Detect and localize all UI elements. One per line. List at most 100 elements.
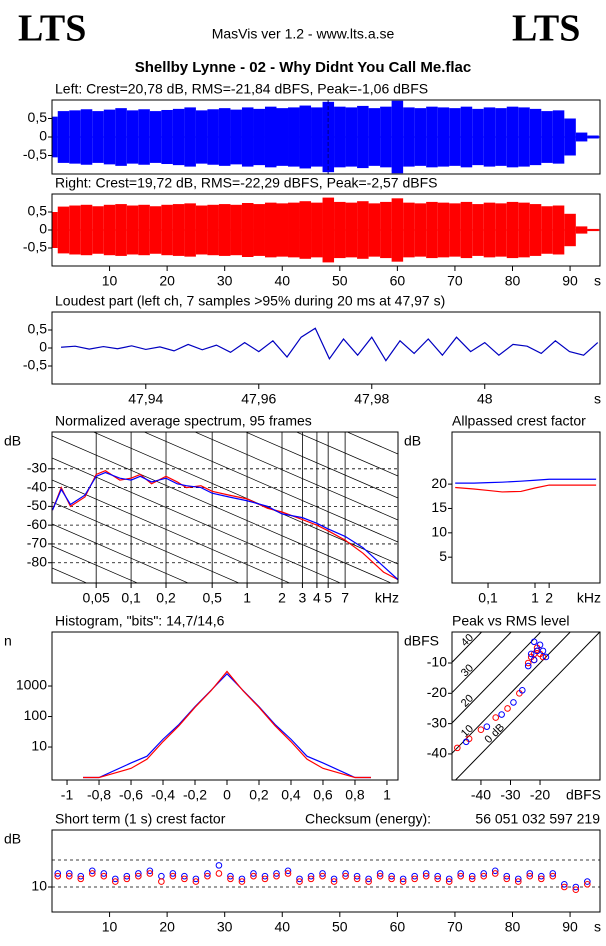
- data-point: [399, 878, 407, 885]
- data-point: [524, 659, 532, 667]
- data-point: [284, 867, 292, 875]
- data-point: [498, 711, 505, 718]
- data-point: [284, 870, 292, 877]
- data-point: [77, 872, 85, 880]
- x-tick-label: 48: [477, 391, 493, 407]
- data-point: [422, 870, 430, 877]
- panel-title: Loudest part (left ch, 7 samples >95% du…: [55, 293, 445, 309]
- x-tick-label: 70: [447, 919, 463, 935]
- data-point: [537, 875, 545, 883]
- reference-slope: [52, 457, 342, 583]
- y-tick-label: 5: [439, 548, 447, 564]
- data-point: [238, 878, 246, 885]
- data-point: [537, 872, 545, 880]
- x-tick-label: -0,8: [87, 787, 111, 803]
- crest-line: [454, 632, 600, 780]
- x-tick-label: -30: [500, 787, 520, 803]
- panel: Normalized average spectrum, 95 frames dB…: [4, 413, 399, 762]
- data-point: [457, 872, 464, 880]
- y-tick-label: -60: [27, 516, 47, 532]
- data-point: [192, 875, 200, 883]
- data-point: [549, 872, 557, 880]
- data-point: [77, 875, 85, 883]
- y-tick-label: -50: [27, 497, 47, 513]
- data-point: [524, 662, 532, 670]
- data-point: [549, 870, 557, 877]
- data-point: [542, 653, 550, 661]
- plot-area: [52, 197, 600, 263]
- data-point: [123, 872, 131, 880]
- plot-area: [60, 327, 599, 362]
- y-unit: n: [4, 633, 12, 649]
- plot-frame: [51, 431, 399, 584]
- y-tick-label: 20: [431, 475, 447, 491]
- data-point: [561, 883, 568, 891]
- y-tick-label: 0,5: [28, 321, 48, 337]
- data-point: [112, 878, 119, 885]
- data-point: [584, 880, 591, 888]
- x-tick-label: 80: [505, 919, 521, 935]
- y-tick-label: 0,5: [28, 109, 48, 125]
- x-tick-label: 2: [545, 590, 553, 606]
- x-tick-label: 40: [274, 919, 290, 935]
- data-point: [530, 656, 538, 664]
- data-point: [342, 870, 349, 877]
- reference-slope: [52, 612, 398, 762]
- data-point: [204, 872, 211, 880]
- x-tick-label: -0,6: [119, 787, 143, 803]
- data-point: [330, 875, 338, 883]
- y-tick-label: 10: [431, 524, 447, 540]
- data-point: [445, 875, 453, 883]
- data-point: [376, 870, 384, 877]
- data-point: [342, 872, 349, 880]
- x-tick-label: 0,05: [83, 590, 110, 606]
- data-point: [65, 872, 73, 880]
- x-tick-label: -1: [61, 787, 74, 803]
- panel-title: Allpassed crest factor: [452, 413, 586, 429]
- data-point: [100, 872, 108, 880]
- data-point: [491, 867, 499, 875]
- data-point: [434, 872, 441, 880]
- x-tick-label: 0,6: [313, 787, 333, 803]
- y-tick-label: -10: [427, 654, 447, 670]
- panel-title: Left: Crest=20,78 dB, RMS=-21,84 dBFS, P…: [55, 81, 428, 97]
- panel-title: Right: Crest=19,72 dB, RMS=-22,29 dBFS, …: [55, 175, 437, 191]
- data-point: [192, 878, 200, 885]
- data-point: [503, 875, 511, 883]
- data-point: [411, 872, 418, 880]
- x-unit: s: [594, 273, 601, 289]
- plot-area: [52, 100, 600, 174]
- plot-area: [52, 859, 600, 893]
- data-point: [504, 705, 511, 712]
- data-point: [227, 872, 234, 880]
- data-point: [135, 872, 142, 880]
- data-point: [215, 870, 223, 877]
- x-tick-label: 20: [159, 919, 175, 935]
- data-point: [561, 880, 568, 888]
- y-tick-label: -20: [427, 684, 447, 700]
- data-line: [83, 670, 371, 779]
- y-tick-label: -80: [27, 553, 47, 569]
- data-point: [238, 875, 246, 883]
- plot-area: [83, 670, 371, 779]
- data-point: [388, 875, 395, 883]
- data-point: [88, 867, 96, 875]
- x-tick-label: 90: [562, 273, 578, 289]
- data-point: [457, 870, 464, 877]
- data-point: [365, 875, 372, 883]
- checksum-label: Checksum (energy):: [305, 811, 431, 827]
- panel-title: Peak vs RMS level: [452, 613, 569, 629]
- x-tick-label: 60: [390, 273, 406, 289]
- x-tick-label: -20: [530, 787, 550, 803]
- data-point: [462, 738, 470, 746]
- data-point: [54, 870, 62, 877]
- data-point: [584, 878, 591, 885]
- data-point: [158, 878, 165, 885]
- data-point: [526, 870, 534, 877]
- x-tick-label: 0,2: [156, 590, 176, 606]
- data-point: [365, 878, 372, 885]
- data-point: [491, 870, 499, 877]
- data-point: [536, 641, 544, 649]
- plot-frame: [51, 631, 399, 781]
